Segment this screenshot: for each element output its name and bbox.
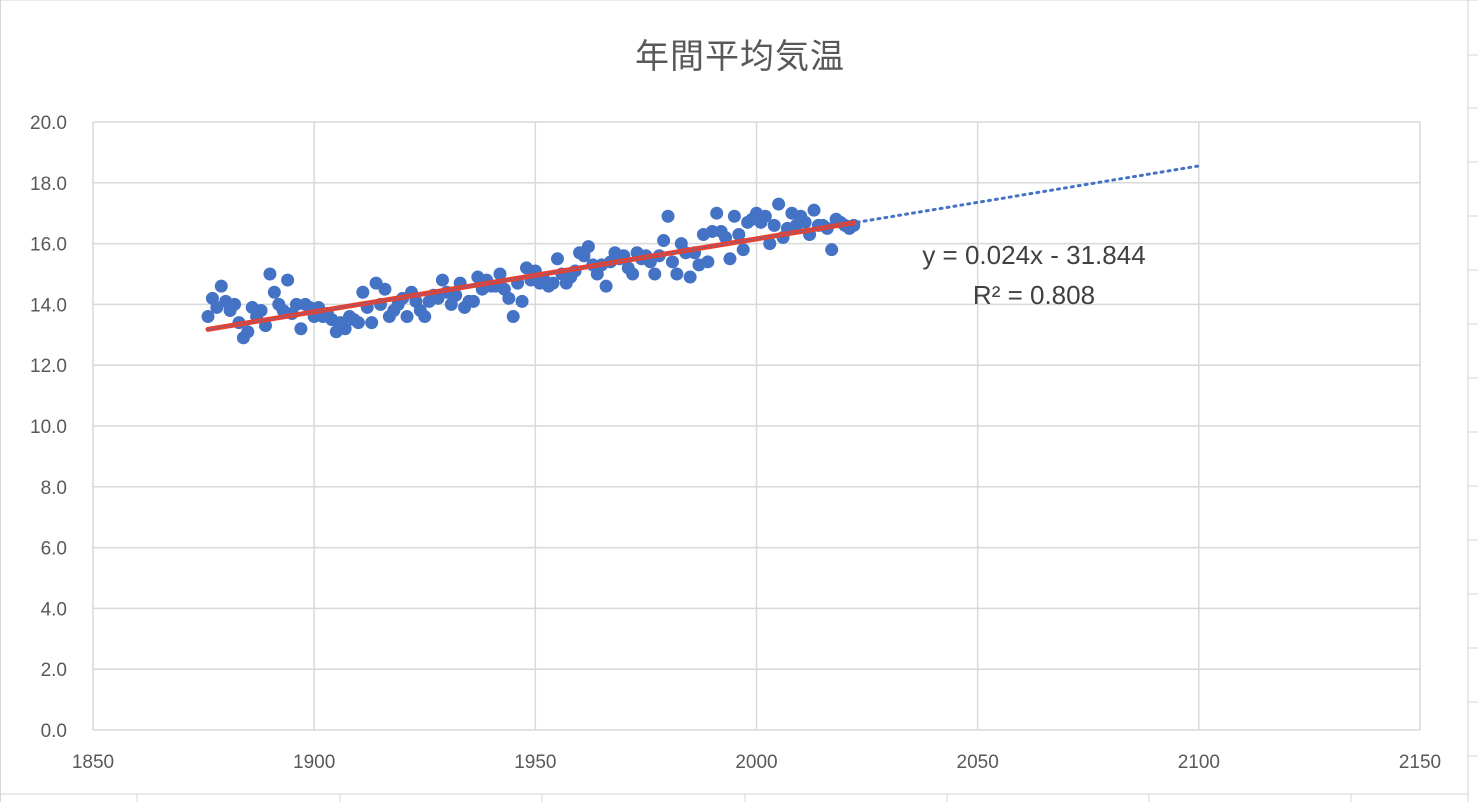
data-point <box>723 252 737 266</box>
chart-title: 年間平均気温 <box>635 38 845 76</box>
data-point <box>661 209 675 223</box>
data-point <box>546 276 560 290</box>
data-point <box>736 243 750 257</box>
y-tick-label: 4.0 <box>41 599 67 620</box>
data-point <box>435 273 449 287</box>
data-point <box>550 252 564 266</box>
data-point <box>493 267 507 281</box>
data-point <box>365 316 379 330</box>
data-point <box>267 285 281 299</box>
data-point <box>515 294 529 308</box>
x-tick-label: 2150 <box>1399 752 1441 773</box>
data-point <box>294 322 308 336</box>
x-tick-label: 2100 <box>1178 752 1220 773</box>
data-point <box>400 310 414 324</box>
trendline-fit-overlay <box>207 222 855 331</box>
y-tick-label: 14.0 <box>30 295 67 316</box>
data-point <box>727 209 741 223</box>
data-point <box>338 322 352 336</box>
data-point <box>378 282 392 296</box>
data-point <box>798 215 812 229</box>
data-point <box>241 325 255 339</box>
data-point <box>201 310 215 324</box>
x-tick-label: 2050 <box>957 752 999 773</box>
data-point <box>418 310 432 324</box>
data-point <box>767 218 781 232</box>
data-point <box>807 203 821 217</box>
data-point <box>254 303 268 317</box>
data-point <box>228 297 242 311</box>
data-point <box>670 267 684 281</box>
y-tick-label: 6.0 <box>41 539 67 560</box>
y-tick-label: 12.0 <box>30 356 67 377</box>
data-point <box>657 234 671 248</box>
data-point <box>825 243 839 257</box>
data-point <box>732 227 746 241</box>
data-points <box>201 197 861 345</box>
data-point <box>581 240 595 254</box>
x-axis-ticks: 1850 1900 1950 2000 2050 2100 2150 <box>72 752 1441 773</box>
x-tick-label: 1850 <box>72 752 114 773</box>
y-tick-label: 8.0 <box>41 478 67 499</box>
data-point <box>356 285 370 299</box>
trendline-fit <box>205 220 857 332</box>
x-tick-label: 1900 <box>293 752 335 773</box>
x-tick-label: 2000 <box>735 752 777 773</box>
y-tick-label: 20.0 <box>30 113 67 134</box>
data-point <box>281 273 295 287</box>
data-point <box>665 255 679 269</box>
x-tick-label: 1950 <box>514 752 556 773</box>
data-point <box>683 270 697 284</box>
y-tick-label: 16.0 <box>30 235 67 256</box>
data-point <box>772 197 786 211</box>
data-point <box>506 310 520 324</box>
data-point <box>502 291 516 305</box>
data-point <box>263 267 277 281</box>
data-point <box>599 279 613 293</box>
data-point <box>719 231 733 245</box>
y-tick-label: 0.0 <box>41 721 67 742</box>
data-point <box>466 294 480 308</box>
gridlines <box>92 121 1421 731</box>
data-point <box>648 267 662 281</box>
trendline-equation: y = 0.024x - 31.844 <box>922 240 1145 270</box>
data-point <box>701 255 715 269</box>
data-point <box>626 267 640 281</box>
data-point <box>214 279 228 293</box>
data-point <box>763 237 777 251</box>
data-point <box>710 206 724 220</box>
data-point <box>449 288 463 302</box>
data-point <box>758 209 772 223</box>
y-tick-label: 18.0 <box>30 174 67 195</box>
y-tick-label: 10.0 <box>30 417 67 438</box>
y-axis-ticks: 0.0 2.0 4.0 6.0 8.0 10.0 12.0 14.0 16.0 18.0 20.0 <box>30 113 67 742</box>
trendline-r-squared: R² = 0.808 <box>973 280 1095 310</box>
y-tick-label: 2.0 <box>41 660 67 681</box>
data-point <box>351 316 365 330</box>
